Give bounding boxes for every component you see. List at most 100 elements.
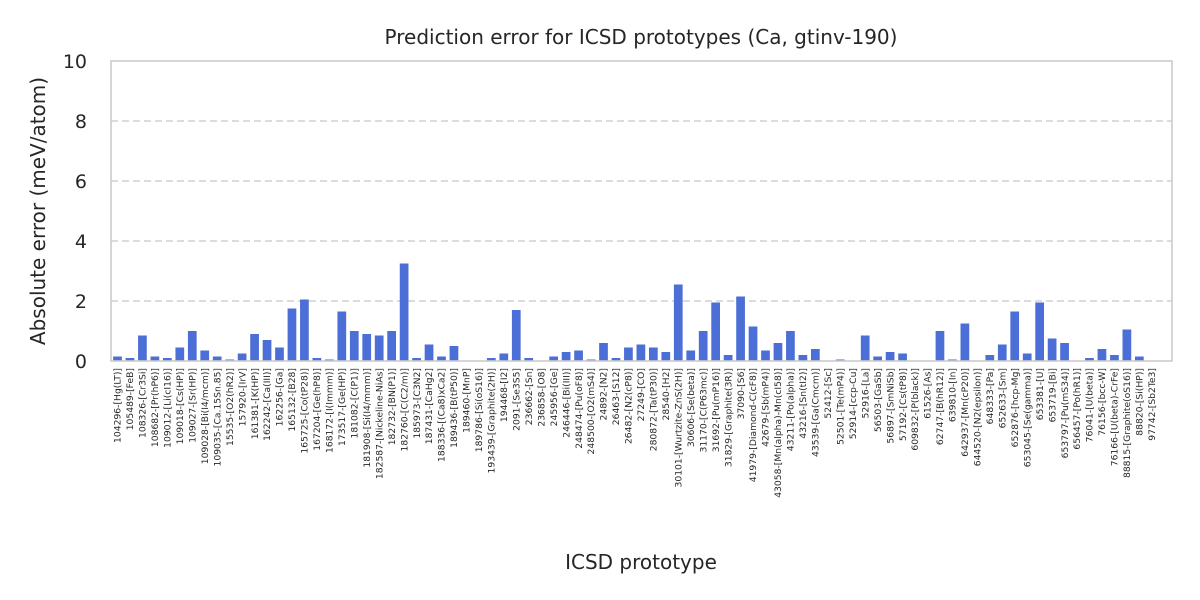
x-axis-label: ICSD prototype bbox=[565, 550, 717, 574]
x-tick-label: 24892-[N2] bbox=[599, 368, 610, 420]
x-tick-label: 236858-[O8] bbox=[536, 368, 547, 427]
bar bbox=[885, 352, 895, 361]
bar bbox=[437, 356, 446, 361]
bar bbox=[960, 323, 970, 361]
bar bbox=[1085, 358, 1094, 361]
bar bbox=[723, 355, 733, 361]
x-tick-label: 109027-[Sr(HP)] bbox=[187, 368, 198, 443]
bar bbox=[349, 331, 359, 361]
x-tick-label: 108682-[Pr(hP6)] bbox=[150, 368, 161, 447]
x-tick-label: 31829-[Graphite(3R)] bbox=[723, 368, 734, 467]
bar bbox=[810, 349, 820, 361]
x-tick-label: 104296-[Hg(LT)] bbox=[113, 368, 124, 443]
x-tick-label: 62747-[B(hR12)] bbox=[935, 368, 946, 445]
x-tick-label: 2091-[Se3S5] bbox=[511, 368, 522, 431]
x-tick-label: 76166-[U(beta)-CrFe] bbox=[1110, 368, 1121, 466]
x-tick-label: 189436-[B(tP50)] bbox=[449, 368, 460, 448]
x-tick-label: 185973-[C3N2] bbox=[412, 368, 423, 439]
bar bbox=[511, 310, 521, 361]
bar bbox=[175, 347, 185, 361]
x-tick-label: 246446-[Bi(III)] bbox=[561, 368, 572, 438]
bar bbox=[1035, 302, 1045, 361]
bar bbox=[1097, 349, 1107, 361]
bar bbox=[997, 344, 1007, 361]
bar bbox=[412, 358, 421, 361]
bar bbox=[150, 356, 160, 361]
x-tick-label: 162256-[Ga] bbox=[275, 368, 286, 426]
x-tick-label: 248500-[O2(mS4)] bbox=[586, 368, 597, 454]
x-tick-label: 43058-[Mn(alpha)-Mn(cI58)] bbox=[773, 368, 784, 498]
x-tick-label: 194468-[I2] bbox=[499, 368, 510, 422]
x-tick-label: 109012-[Li(cI16)] bbox=[163, 368, 174, 448]
x-tick-label: 165132-[B28] bbox=[287, 368, 298, 432]
bar bbox=[275, 347, 284, 361]
x-tick-label: 653719-[Bi] bbox=[1047, 368, 1058, 422]
bar bbox=[1010, 311, 1020, 361]
x-tick-label: 31170-[C(P63mc)] bbox=[698, 368, 709, 453]
bar bbox=[561, 352, 571, 361]
x-tick-label: 609832-[P(black)] bbox=[910, 368, 921, 451]
x-tick-label: 42679-[Sb(mP4)] bbox=[761, 368, 772, 447]
bar bbox=[113, 356, 122, 361]
bars bbox=[113, 263, 1144, 361]
bar bbox=[698, 331, 708, 361]
bar bbox=[162, 358, 172, 361]
x-tick-label: 109018-[Cs(HP)] bbox=[175, 368, 186, 444]
x-tick-label: 26463-[S12] bbox=[611, 368, 622, 425]
x-tick-label: 76156-[bcc-W] bbox=[1097, 368, 1108, 436]
bar bbox=[524, 358, 534, 361]
x-tick-label: 173517-[Ge(HP)] bbox=[337, 368, 348, 446]
x-tick-label: 30606-[Se(beta)] bbox=[686, 368, 697, 447]
bar bbox=[1122, 329, 1132, 361]
x-tick-label: 189786-[Si(oS16)] bbox=[474, 368, 485, 452]
bar bbox=[312, 358, 322, 361]
y-tick-label: 0 bbox=[75, 351, 87, 373]
x-tick-label: 652876-[hcp-Mg] bbox=[1010, 368, 1021, 447]
x-tick-label: 182732-[BN(P1)] bbox=[387, 368, 398, 445]
bar bbox=[362, 334, 372, 361]
bar bbox=[387, 331, 397, 361]
bar bbox=[138, 335, 147, 361]
x-tick-label: 248474-[Pu(oF8)] bbox=[574, 368, 585, 449]
x-tick-label: 162242-[Ca(III)] bbox=[262, 368, 273, 441]
x-tick-label: 189460-[MnP] bbox=[462, 368, 473, 433]
x-tick-label: 52501-[Te(mP4)] bbox=[835, 368, 846, 445]
x-tick-label: 644520-[N2(epsilon)] bbox=[973, 368, 984, 466]
x-tick-label: 105489-[FeB] bbox=[125, 368, 136, 430]
x-tick-label: 165725-[Co(tP28)] bbox=[300, 368, 311, 454]
bar bbox=[1134, 356, 1144, 361]
x-tick-label: 61526-[As] bbox=[923, 368, 934, 419]
x-tick-label: 109035-[Ca.15Sn.85] bbox=[212, 368, 223, 466]
bar bbox=[250, 334, 259, 361]
bar bbox=[686, 350, 696, 361]
bar bbox=[300, 299, 309, 361]
gridlines bbox=[111, 120, 1172, 302]
x-tick-label: 653797-[Pu(mS34)] bbox=[1060, 368, 1071, 458]
bar bbox=[486, 358, 496, 361]
x-tick-label: 43216-[Sn(tI2)] bbox=[798, 368, 809, 439]
bar bbox=[786, 331, 795, 361]
bar bbox=[748, 326, 758, 361]
x-tick-label: 97742-[Sb2Te3] bbox=[1147, 368, 1158, 441]
x-tick-label: 108326-[Cr3Si] bbox=[138, 368, 149, 438]
x-tick-label: 187431-[CaHg2] bbox=[424, 368, 435, 444]
x-tick-label: 52914-[ccp-Cu] bbox=[848, 368, 859, 439]
bar bbox=[374, 335, 384, 361]
x-tick-label: 182587-[Nickeline-NiAs] bbox=[374, 368, 385, 479]
x-tick-label: 88815-[Graphite(oS16)] bbox=[1122, 368, 1133, 478]
bar bbox=[624, 347, 633, 361]
x-tick-label: 181082-[C(P1)] bbox=[349, 368, 360, 439]
x-tick-label: 193439-[Graphite(2H)] bbox=[487, 368, 498, 473]
x-tick-label: 31692-[Pu(mP16)] bbox=[711, 368, 722, 452]
y-tick-label: 8 bbox=[75, 111, 87, 133]
bar bbox=[1060, 343, 1069, 361]
x-tick-label: 37090-[S6] bbox=[736, 368, 747, 419]
bar bbox=[898, 353, 907, 361]
bar bbox=[935, 331, 945, 361]
bar bbox=[860, 335, 870, 361]
x-tick-label: 157920-[IrV] bbox=[237, 368, 248, 426]
bar bbox=[636, 344, 646, 361]
bar bbox=[424, 344, 434, 361]
bar bbox=[337, 311, 347, 361]
x-tick-label: 653381-[U] bbox=[1035, 368, 1046, 420]
